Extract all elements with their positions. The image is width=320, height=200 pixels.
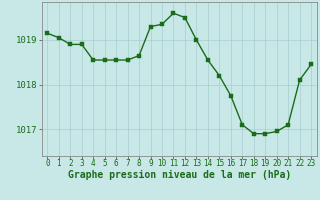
X-axis label: Graphe pression niveau de la mer (hPa): Graphe pression niveau de la mer (hPa) <box>68 170 291 180</box>
